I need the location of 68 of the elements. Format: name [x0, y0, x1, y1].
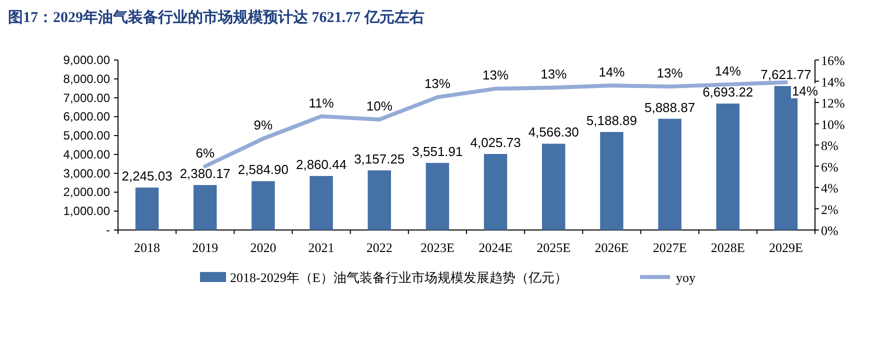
data-label: 3,157.25: [354, 151, 405, 166]
data-label: 11%: [308, 95, 334, 110]
x-tick-label: 2028E: [710, 240, 745, 255]
data-label: 5,888.87: [644, 100, 696, 115]
data-label: 2,584.90: [238, 162, 289, 178]
y2-tick-label: 10%: [821, 116, 845, 132]
y-tick-label: 9,000.00: [63, 53, 110, 67]
x-tick-label: 2020: [250, 240, 276, 255]
y2-tick-label: 6%: [821, 159, 838, 174]
y-tick-label: 6,000.00: [63, 110, 110, 124]
bar: [600, 132, 624, 230]
data-label: 3,551.91: [412, 144, 463, 159]
data-label: 4,566.30: [528, 124, 579, 140]
y-tick-label: 7,000.00: [63, 90, 110, 105]
y2-tick-label: 12%: [821, 96, 845, 110]
data-label: 7,621.77: [760, 67, 812, 82]
y-tick-label: -: [106, 223, 110, 237]
chart-title: 图17：2029年油气装备行业的市场规模预计达 7621.77 亿元左右: [8, 8, 424, 26]
x-tick-label: 2025E: [536, 240, 571, 255]
x-tick-label: 2019: [192, 240, 218, 255]
bar: [716, 104, 740, 230]
data-label: 13%: [482, 68, 509, 83]
y-tick-label: 8,000.00: [63, 72, 110, 86]
y-tick-label: 2,000.00: [63, 185, 110, 200]
data-label: 5,188.89: [586, 112, 638, 128]
y2-tick-label: 0%: [821, 223, 838, 238]
data-label: 6,693.22: [702, 84, 754, 100]
data-label: 13%: [424, 76, 451, 92]
y-tick-label: 1,000.00: [63, 204, 110, 218]
data-label: 14%: [792, 83, 818, 98]
x-tick-label: 2022: [366, 240, 392, 255]
y-tick-label: 5,000.00: [63, 128, 110, 143]
x-tick-label: 2027E: [652, 240, 687, 255]
data-label: 14%: [598, 64, 626, 80]
y-tick-label: 4,000.00: [63, 147, 110, 162]
data-label: 14%: [714, 63, 742, 78]
legend-label: 2018-2029年（E）油气装备行业市场规模发展趋势（亿元）: [230, 270, 568, 285]
y2-tick-label: 4%: [821, 180, 838, 196]
data-label: 13%: [540, 66, 568, 82]
x-tick-label: 2023E: [420, 240, 454, 255]
bar: [484, 154, 508, 230]
bar: [310, 176, 333, 230]
x-tick-label: 2021: [308, 240, 334, 255]
x-tick-label: 2029E: [768, 240, 803, 255]
bar: [426, 162, 450, 230]
data-label: 10%: [366, 98, 393, 114]
bar: [252, 181, 275, 230]
y2-tick-label: 16%: [821, 53, 845, 68]
bar: [542, 144, 566, 230]
x-tick-label: 2018: [134, 240, 160, 255]
data-label: 9%: [254, 118, 274, 133]
bar: [658, 118, 682, 230]
x-tick-label: 2026E: [594, 240, 629, 255]
data-label: 2,380.17: [180, 166, 230, 182]
y2-tick-label: 8%: [821, 138, 838, 153]
x-tick-label: 2024E: [478, 240, 513, 255]
data-label: 4,025.73: [470, 134, 521, 150]
bar: [135, 188, 159, 230]
data-label: 2,245.03: [122, 168, 172, 184]
y-tick-label: 3,000.00: [63, 166, 110, 180]
bar: [194, 185, 217, 230]
y2-tick-label: 14%: [821, 74, 845, 90]
legend-label: yoy: [676, 270, 696, 285]
data-label: 2,860.44: [296, 156, 347, 172]
bar: [368, 170, 391, 230]
data-label: 13%: [656, 66, 684, 81]
data-label: 6%: [196, 145, 215, 160]
y2-tick-label: 2%: [821, 202, 838, 217]
